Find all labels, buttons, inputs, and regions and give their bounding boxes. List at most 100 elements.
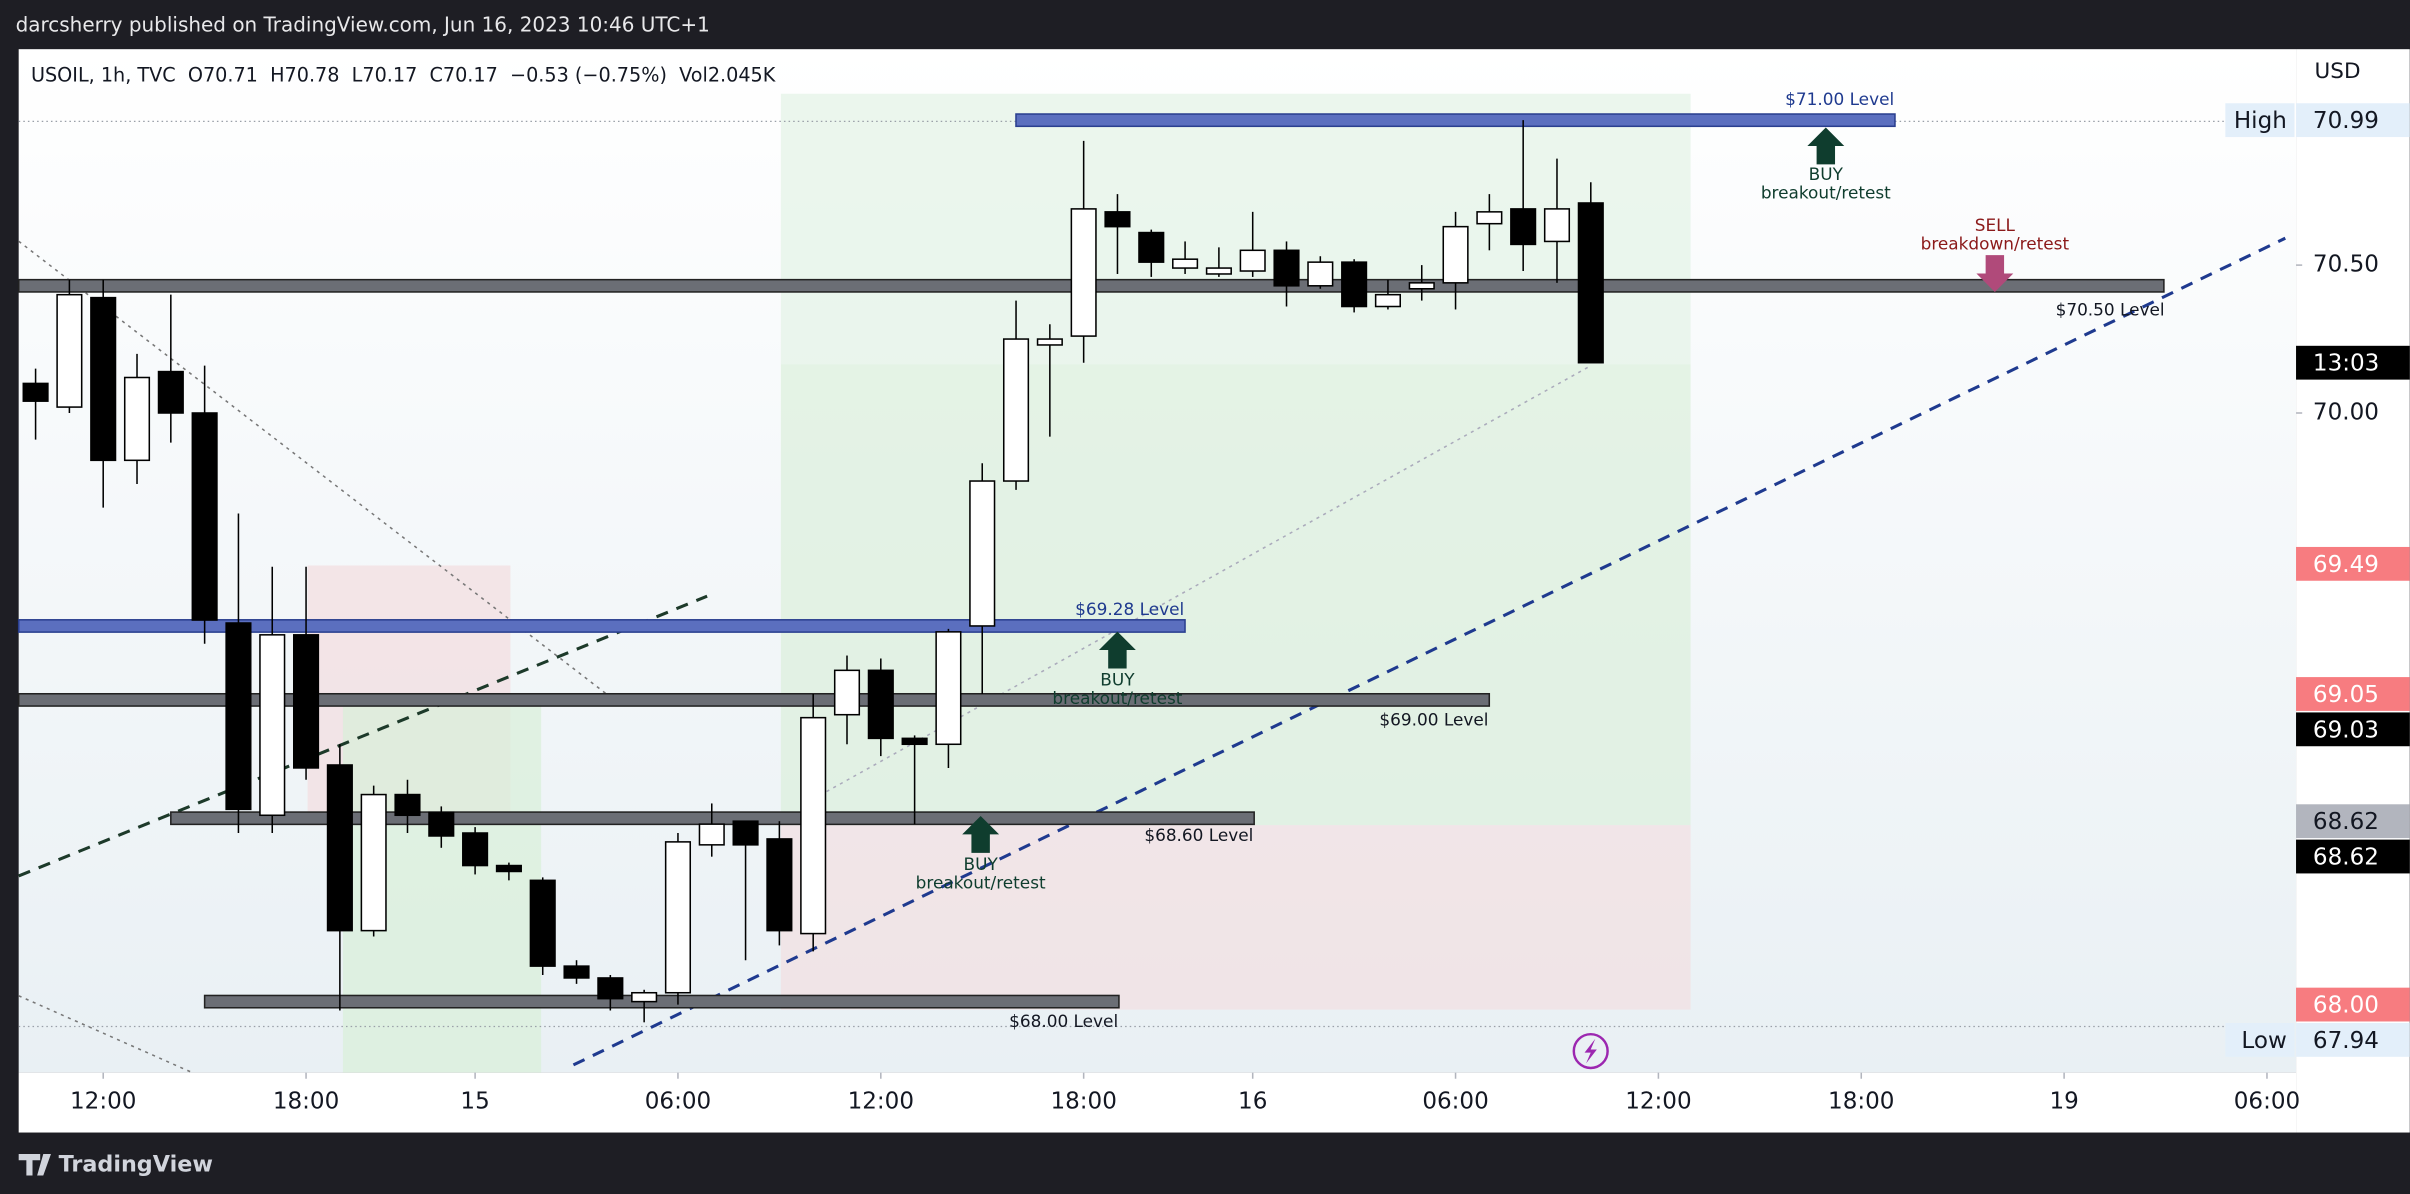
close: C70.17	[430, 63, 498, 86]
candle-body	[225, 622, 252, 811]
price-label: 68.62	[2313, 809, 2379, 835]
x-tick-label: 16	[1238, 1088, 1267, 1114]
candle-body	[1002, 338, 1030, 482]
price-label-box	[2296, 546, 2410, 581]
brand: TradingView	[59, 1151, 213, 1177]
price-axis	[2296, 49, 2410, 1133]
level-label: $69.00 Level	[1379, 710, 1488, 730]
y-tick-label: 70.50	[2313, 252, 2379, 278]
signal-note: breakdown/retest	[1921, 233, 2070, 253]
candle-body	[1273, 249, 1300, 287]
candle-body	[1070, 208, 1097, 337]
target-zone	[780, 93, 1691, 365]
signal-arrow	[1807, 127, 1845, 165]
high: H70.78	[270, 63, 339, 86]
candle-body	[969, 480, 996, 627]
time-axis	[18, 1072, 2297, 1133]
signal-note: breakout/retest	[1761, 183, 1891, 203]
x-tick-label: 18:00	[273, 1088, 339, 1114]
candle-body	[1307, 261, 1334, 287]
candle-body	[766, 838, 793, 932]
signal-note: breakout/retest	[1052, 688, 1182, 708]
candle-body	[1138, 231, 1165, 263]
candle-body	[428, 811, 455, 837]
profit-zone	[780, 364, 1691, 826]
trend-line	[572, 236, 2286, 1067]
candle-body	[157, 370, 184, 414]
candle-body	[1510, 208, 1537, 246]
level-line	[17, 692, 1491, 707]
signal-action: BUY	[1809, 164, 1844, 184]
drawings	[18, 93, 2297, 1074]
candle-body	[90, 296, 117, 462]
price-label-box	[2296, 677, 2410, 711]
price-label: 69.03	[2313, 717, 2379, 743]
candle-body	[360, 793, 387, 932]
price-label-box	[2296, 1023, 2410, 1057]
publisher: darcsherry published on TradingView.com,…	[16, 13, 710, 37]
open: O70.71	[188, 63, 258, 86]
x-tick-label: 19	[2049, 1088, 2078, 1114]
price-label-box	[2296, 103, 2410, 138]
x-tick-label: 06:00	[645, 1088, 711, 1114]
x-tick-label: 06:00	[2234, 1088, 2300, 1114]
price-label: 70.99	[2313, 108, 2379, 134]
price-label: 68.00	[2313, 993, 2379, 1019]
candle-body	[1476, 211, 1503, 225]
level-label: $68.00 Level	[1009, 1011, 1118, 1031]
signal-action: BUY	[964, 854, 999, 874]
candle-body	[191, 412, 218, 621]
candle-body	[563, 965, 590, 979]
candle-body	[698, 823, 725, 846]
candle-body	[123, 376, 151, 462]
price-label-box	[2296, 804, 2410, 839]
x-tick-label: 06:00	[1422, 1088, 1488, 1114]
candle-body	[1239, 249, 1266, 272]
price-label: 69.05	[2313, 682, 2379, 708]
candle-body	[56, 293, 83, 408]
low: L70.17	[352, 63, 418, 86]
price-label: 68.62	[2313, 845, 2379, 871]
price-label-box	[2296, 987, 2410, 1022]
candle-body	[800, 716, 827, 935]
currency: USD	[2315, 59, 2361, 84]
candle-body	[495, 864, 522, 873]
price-label-box	[2296, 839, 2410, 874]
signal-arrow	[962, 815, 1000, 853]
candle-body	[259, 634, 286, 817]
candle-body	[326, 764, 353, 932]
candle-body	[1104, 211, 1131, 228]
candle-body	[1205, 267, 1232, 275]
price-label: 69.49	[2313, 552, 2379, 578]
price-label: 67.94	[2313, 1028, 2379, 1054]
candle-body	[1543, 208, 1571, 243]
x-tick-label: 12:00	[848, 1088, 914, 1114]
stop-zone	[780, 825, 1691, 1010]
signal-note: breakout/retest	[916, 873, 1046, 893]
candle-body	[292, 634, 320, 769]
candle-body	[529, 879, 556, 967]
candle-body	[1577, 202, 1604, 364]
candle-body	[631, 991, 658, 1003]
signal-action: SELL	[1975, 215, 2016, 235]
candle-body	[1408, 282, 1435, 290]
x-tick-label: 12:00	[70, 1088, 136, 1114]
volume: Vol2.045K	[679, 63, 776, 86]
event-icon	[1584, 1038, 1597, 1064]
level-label: $69.28 Level	[1075, 599, 1184, 619]
x-tick-label: 18:00	[1050, 1088, 1116, 1114]
logo	[18, 1154, 51, 1176]
change: −0.53 (−0.75%)	[510, 63, 667, 86]
price-label-box	[2296, 345, 2410, 380]
trend-line	[18, 594, 708, 878]
level-line	[17, 619, 1186, 633]
signal-arrow	[1098, 631, 1136, 669]
candle-body	[664, 841, 692, 994]
candle-body	[1374, 293, 1402, 308]
price-tag-box	[2225, 1023, 2295, 1057]
candle-body	[935, 631, 962, 746]
candle-body	[1172, 258, 1199, 269]
x-tick-label: 18:00	[1828, 1088, 1894, 1114]
candle-body	[1036, 338, 1063, 346]
